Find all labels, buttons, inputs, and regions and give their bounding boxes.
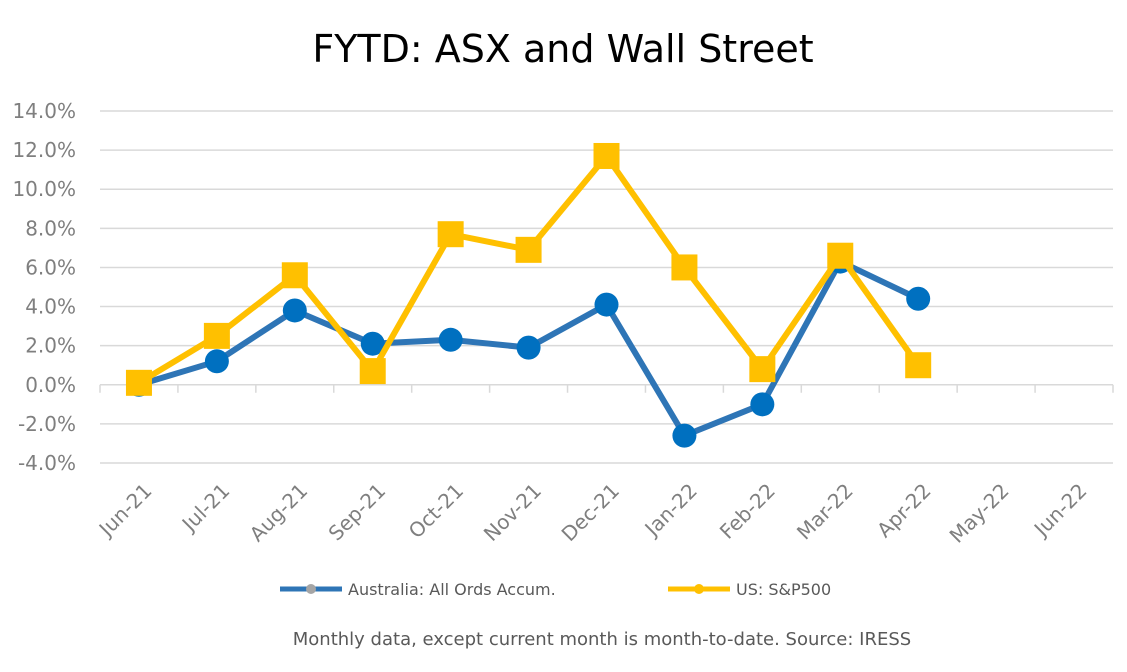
legend: Australia: All Ords Accum. US: S&P500 [280, 580, 831, 599]
data-point [516, 335, 541, 360]
y-tick-label: 2.0% [25, 334, 76, 358]
data-point [672, 423, 697, 448]
x-tick-label: May-22 [945, 479, 1014, 548]
legend-marker [694, 584, 704, 594]
data-point [750, 392, 775, 417]
y-tick-label: 4.0% [25, 295, 76, 319]
series-group [125, 142, 932, 448]
x-tick-label: Jul-21 [176, 479, 235, 538]
legend-label: US: S&P500 [736, 580, 831, 599]
data-point [359, 358, 386, 385]
data-point [515, 236, 542, 263]
data-point [671, 254, 698, 281]
y-tick-label: 10.0% [12, 177, 76, 201]
data-point [593, 142, 620, 169]
data-point [360, 331, 385, 356]
y-tick-label: 0.0% [25, 373, 76, 397]
series-1 [126, 249, 931, 448]
legend-item: US: S&P500 [668, 580, 831, 599]
data-point [437, 221, 464, 248]
x-tick-label: Oct-21 [404, 479, 469, 544]
data-point [125, 369, 152, 396]
data-point [594, 292, 619, 317]
y-axis-ticks: 14.0% 12.0% 10.0% 8.0% 6.0% 4.0% 2.0% 0.0% -2.0%… [12, 99, 76, 475]
data-point [905, 352, 932, 379]
x-tick-label: Nov-21 [479, 479, 546, 546]
x-tick-label: Dec-21 [557, 479, 624, 546]
x-tick-label: Mar-22 [792, 479, 858, 545]
data-point [203, 322, 230, 349]
x-tick-label: Apr-22 [872, 479, 936, 543]
y-tick-label: 12.0% [12, 138, 76, 162]
legend-item: Australia: All Ords Accum. [280, 580, 556, 599]
x-tick-label: Jun-21 [93, 479, 157, 543]
y-tick-label: 14.0% [12, 99, 76, 123]
chart-title: FYTD: ASX and Wall Street [312, 27, 813, 71]
x-tick-label: Aug-21 [245, 479, 313, 547]
y-tick-label: -2.0% [18, 412, 76, 436]
data-point [281, 262, 308, 289]
data-point [906, 286, 931, 311]
x-tick-label: Feb-22 [715, 479, 780, 544]
series-2 [125, 142, 932, 396]
y-tick-label: 6.0% [25, 255, 76, 279]
y-tick-label: 8.0% [25, 216, 76, 240]
footnote: Monthly data, except current month is mo… [293, 629, 911, 650]
data-point [749, 356, 776, 383]
x-tick-label: Jun-22 [1028, 479, 1092, 543]
legend-marker [306, 584, 316, 594]
legend-label: Australia: All Ords Accum. [348, 580, 556, 599]
y-tick-label: -4.0% [18, 451, 76, 475]
data-point [204, 349, 229, 374]
x-axis-ticks: Jun-21 Jul-21 Aug-21 Sep-21 Oct-21 Nov-21 Dec-… [93, 479, 1092, 548]
x-tick-label: Sep-21 [324, 479, 391, 546]
data-point [827, 242, 854, 269]
x-tick-label: Jan-22 [639, 479, 702, 542]
data-point [282, 298, 307, 323]
data-point [438, 327, 463, 352]
